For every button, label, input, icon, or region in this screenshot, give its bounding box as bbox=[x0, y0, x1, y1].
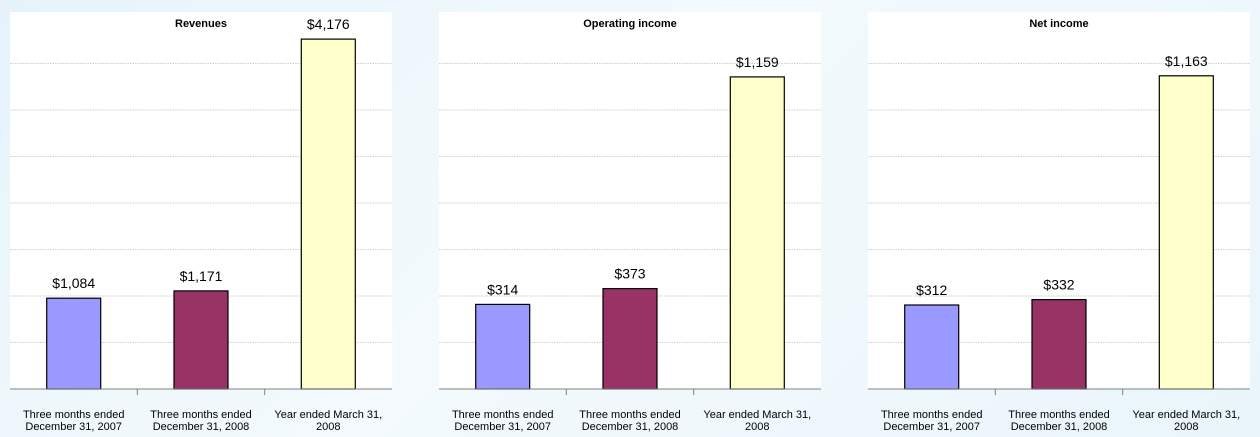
chart-title: Revenues bbox=[175, 18, 227, 30]
revenues-value-label-3: $4,176 bbox=[307, 16, 350, 32]
operating-income-category-label-3: 2008 bbox=[745, 421, 769, 433]
operating-income-category-label-2: December 31, 2008 bbox=[582, 421, 679, 433]
operating-income-bar-1 bbox=[475, 303, 531, 390]
net-income-bar-1 bbox=[904, 304, 960, 390]
net-income-category-label-1: December 31, 2007 bbox=[883, 421, 980, 433]
net-income-value-label-2: $332 bbox=[1043, 277, 1074, 293]
revenues-category-label-1: Three months ended bbox=[23, 409, 125, 421]
net-income-value-label-3: $1,163 bbox=[1165, 53, 1208, 69]
net-income-chart: Net income $312 Three months ended December… bbox=[868, 0, 1260, 437]
net-income-category-label-3: Year ended March 31, bbox=[1132, 409, 1240, 421]
revenues-bar-1 bbox=[46, 297, 102, 390]
revenues-bar-3 bbox=[300, 38, 356, 390]
net-income-value-label-1: $312 bbox=[916, 282, 947, 298]
net-income-category-label-2: Three months ended bbox=[1008, 409, 1110, 421]
revenues-category-label-3: 2008 bbox=[316, 421, 340, 433]
revenues-category-label-2: Three months ended bbox=[150, 409, 252, 421]
net-income-bar-2 bbox=[1031, 299, 1087, 390]
revenues-value-label-2: $1,171 bbox=[180, 268, 223, 284]
revenues-chart: Revenues $1,084 Three months ended December… bbox=[10, 0, 410, 437]
revenues-category-label-3: Year ended March 31, bbox=[274, 409, 382, 421]
operating-income-bar-2 bbox=[602, 288, 658, 390]
chart-title: Net income bbox=[1029, 18, 1088, 30]
net-income-category-label-1: Three months ended bbox=[881, 409, 983, 421]
operating-income-chart: Operating income $314 Three months ended De… bbox=[439, 0, 839, 437]
operating-income-value-label-3: $1,159 bbox=[736, 54, 779, 70]
operating-income-value-label-2: $373 bbox=[614, 266, 645, 282]
operating-income-value-label-1: $314 bbox=[487, 281, 518, 297]
net-income-category-label-2: December 31, 2008 bbox=[1011, 421, 1108, 433]
revenues-bar-2 bbox=[173, 290, 229, 390]
revenues-category-label-2: December 31, 2008 bbox=[153, 421, 250, 433]
operating-income-category-label-3: Year ended March 31, bbox=[703, 409, 811, 421]
net-income-bar-3 bbox=[1158, 75, 1214, 390]
revenues-value-label-1: $1,084 bbox=[52, 275, 95, 291]
operating-income-bar-3 bbox=[729, 76, 785, 390]
operating-income-category-label-2: Three months ended bbox=[579, 409, 681, 421]
revenues-category-label-1: December 31, 2007 bbox=[25, 421, 122, 433]
chart-title: Operating income bbox=[583, 18, 677, 30]
operating-income-category-label-1: December 31, 2007 bbox=[454, 421, 551, 433]
operating-income-category-label-1: Three months ended bbox=[452, 409, 554, 421]
net-income-category-label-3: 2008 bbox=[1174, 421, 1198, 433]
